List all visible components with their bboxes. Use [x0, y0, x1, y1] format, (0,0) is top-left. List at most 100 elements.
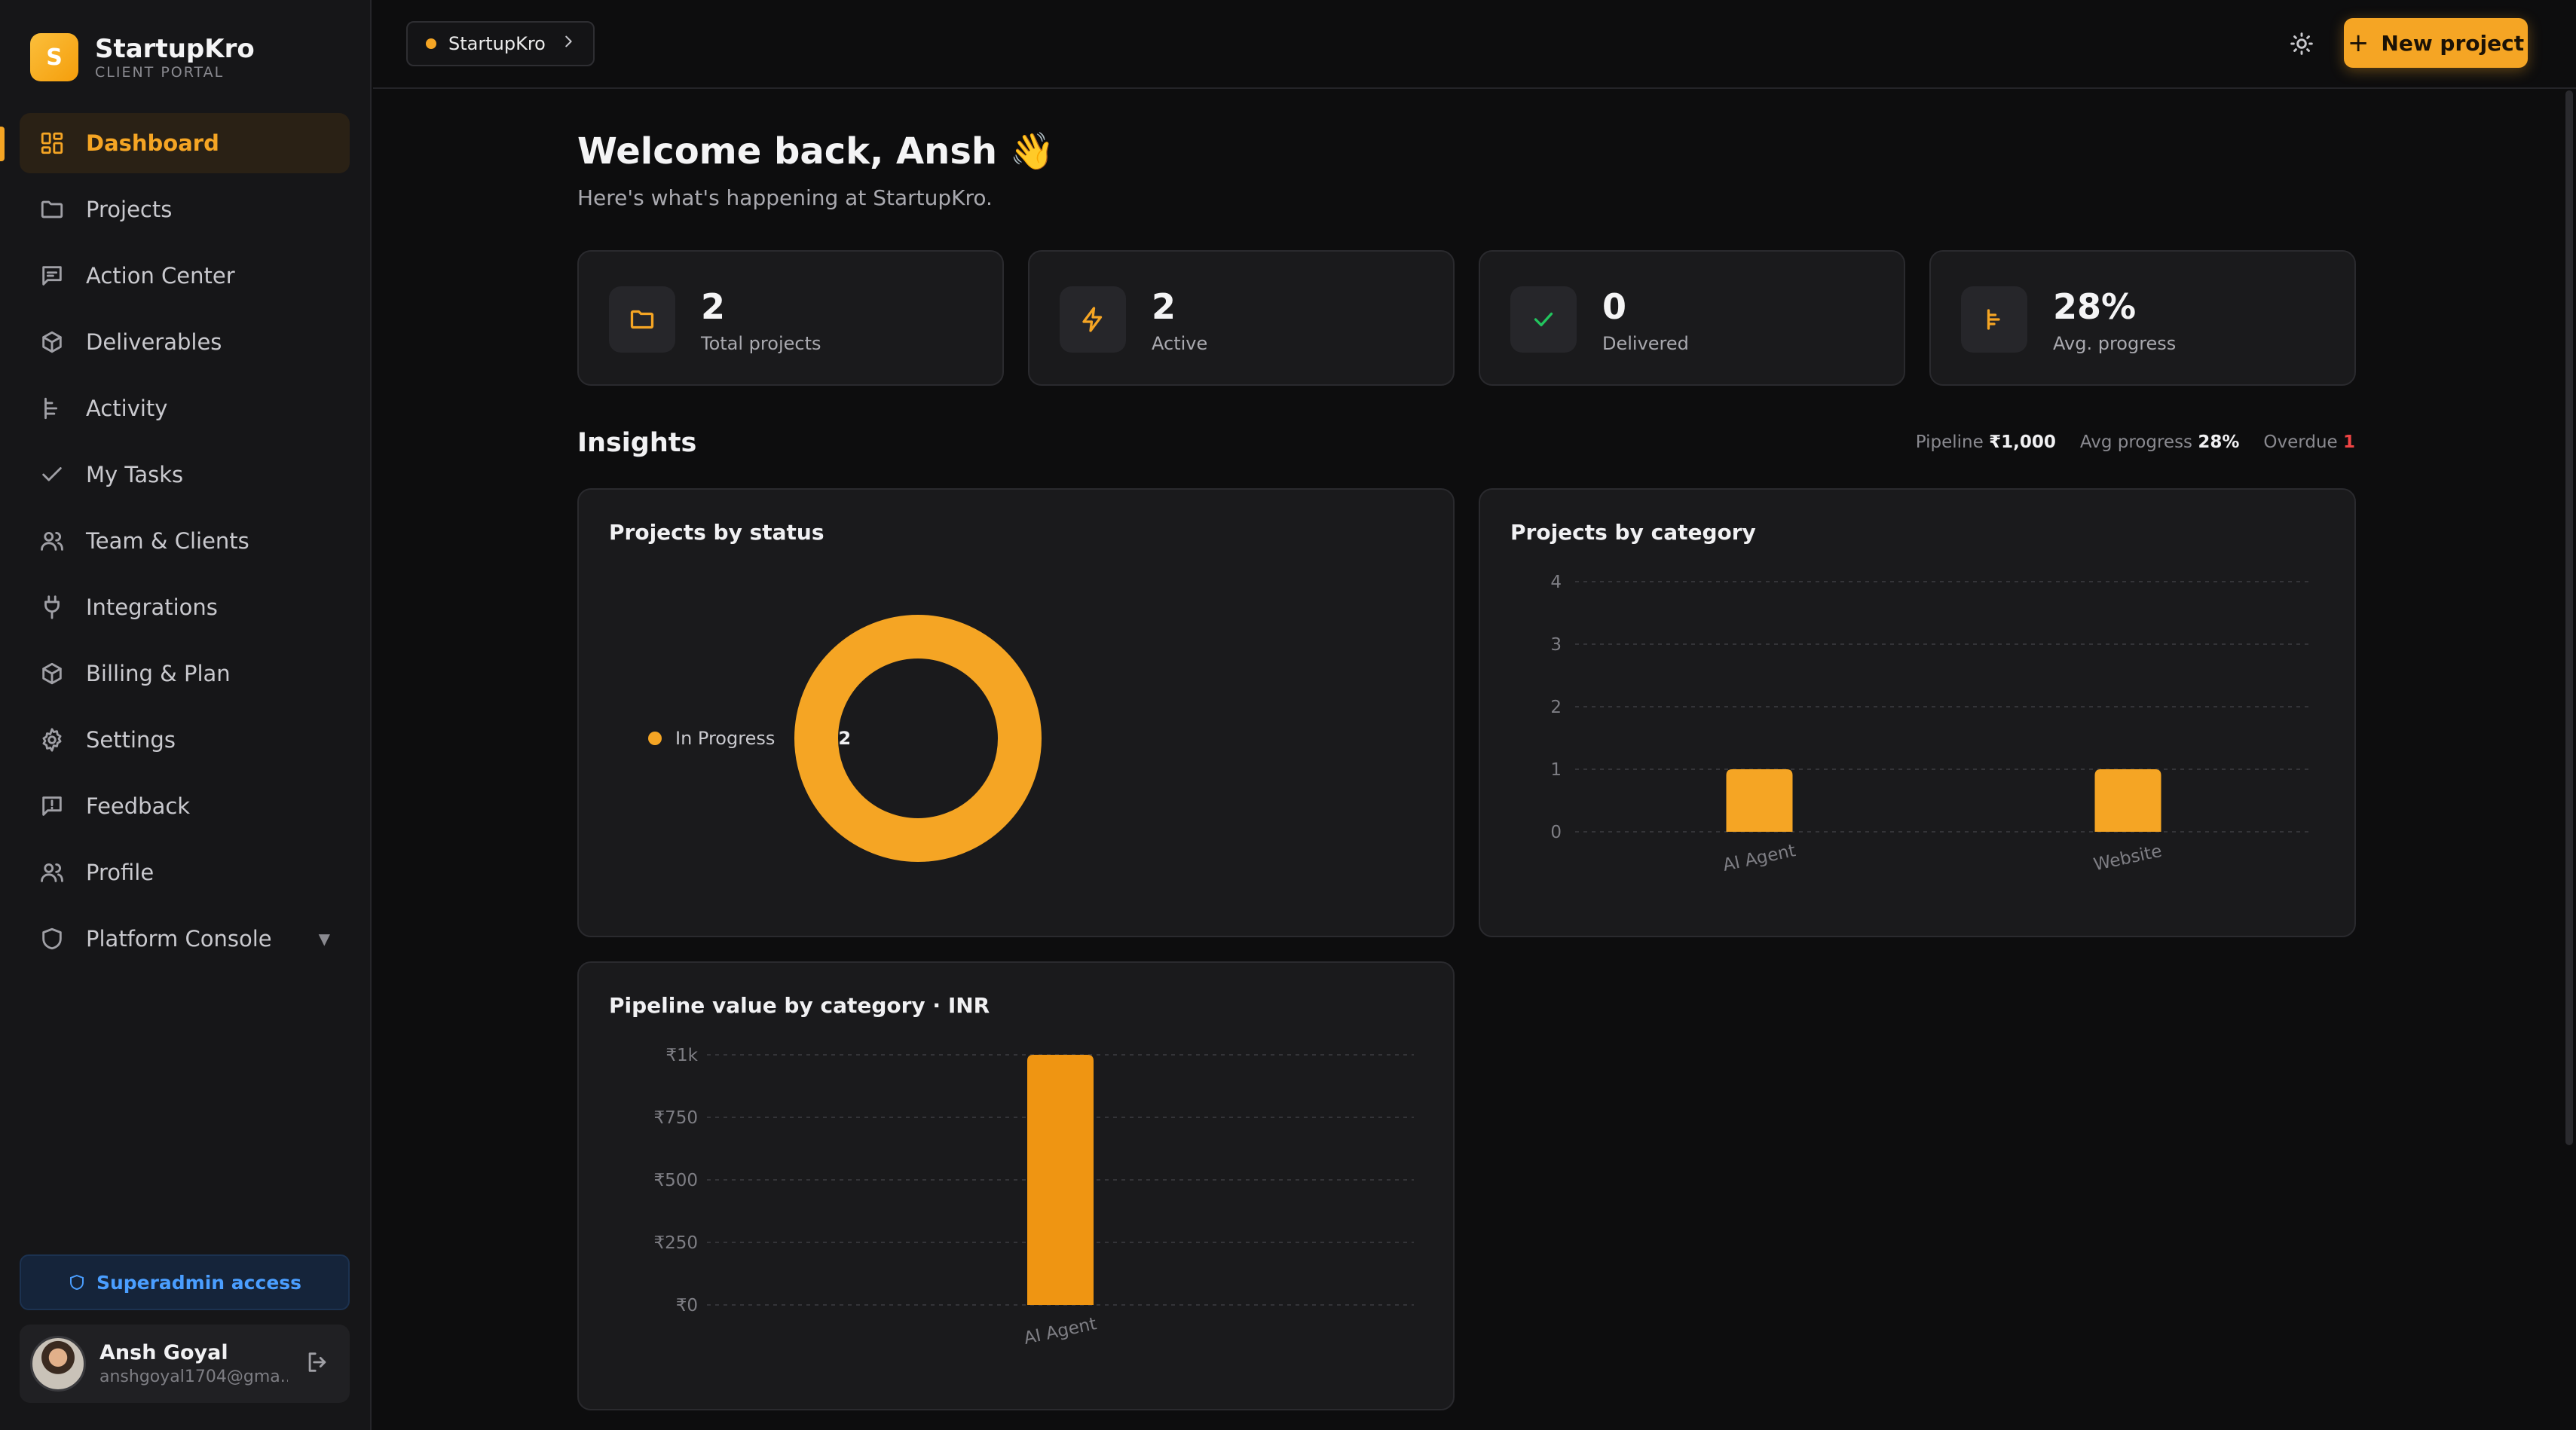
y-tick-label: ₹1k — [665, 1046, 698, 1065]
sidebar-item-billing-plan[interactable]: Billing & Plan — [20, 643, 350, 704]
page-subtitle: Here's what's happening at StartupKro. — [577, 185, 993, 210]
bar[interactable] — [1027, 1055, 1094, 1305]
plus-icon: + — [2347, 28, 2369, 58]
scrollbar[interactable] — [2565, 90, 2573, 1145]
stat-label: Total projects — [701, 333, 821, 354]
sidebar-item-label: Platform Console — [86, 926, 272, 952]
pipeline-value-card: Pipeline value by category · INR ₹0 ₹250 ₹… — [577, 961, 1455, 1410]
stat-label: Avg. progress — [2053, 333, 2177, 354]
stat-value: 2 — [1152, 286, 1176, 327]
y-tick-label: 4 — [1550, 573, 1562, 592]
stat-card-avg-progress[interactable]: 28% Avg. progress — [1929, 250, 2356, 386]
stat-label: Active — [1152, 333, 1208, 354]
sidebar-nav: Dashboard Projects Action Center Deliver… — [20, 113, 350, 975]
user-card[interactable]: Ansh Goyal anshgoyal1704@gma... — [20, 1325, 350, 1403]
insights-title: Insights — [577, 428, 697, 458]
projects-by-category-card: Projects by category 0 1 2 3 4 AI Agent Websit… — [1479, 488, 2356, 937]
sidebar-item-team-clients[interactable]: Team & Clients — [20, 511, 350, 571]
users-icon — [38, 858, 66, 887]
sidebar-item-activity[interactable]: Activity — [20, 378, 350, 438]
stat-card-active[interactable]: 2 Active — [1028, 250, 1455, 386]
package-icon — [38, 659, 66, 688]
sidebar-item-platform-console[interactable]: Platform Console ▼ — [20, 909, 350, 969]
sidebar-item-label: Integrations — [86, 594, 218, 620]
folder-icon — [38, 195, 66, 224]
sidebar-item-deliverables[interactable]: Deliverables — [20, 312, 350, 372]
pipeline-bar-chart: ₹0 ₹250 ₹500 ₹750 ₹1k AI Agent — [653, 1046, 1414, 1349]
x-tick-label: Website — [2092, 842, 2164, 875]
user-email: anshgoyal1704@gma... — [99, 1367, 288, 1386]
brand-subtitle: CLIENT PORTAL — [95, 64, 225, 81]
sidebar-item-label: Feedback — [86, 793, 191, 819]
lightning-icon — [1060, 286, 1126, 353]
chevron-down-icon[interactable]: ▼ — [318, 930, 330, 948]
package-icon — [38, 328, 66, 356]
gear-icon — [38, 726, 66, 754]
sidebar-item-settings[interactable]: Settings — [20, 710, 350, 770]
sidebar-item-my-tasks[interactable]: My Tasks — [20, 445, 350, 505]
avg-progress-value: 28% — [2198, 432, 2240, 452]
sidebar-item-dashboard[interactable]: Dashboard — [20, 113, 350, 173]
brand-logo: S — [30, 33, 78, 81]
brand[interactable]: S StartupKro CLIENT PORTAL — [30, 33, 255, 81]
user-name: Ansh Goyal — [99, 1341, 228, 1364]
sidebar-item-profile[interactable]: Profile — [20, 842, 350, 903]
sidebar-item-label: Dashboard — [86, 130, 219, 156]
avatar[interactable] — [30, 1336, 86, 1392]
stat-value: 0 — [1602, 286, 1627, 327]
overdue-value: 1 — [2342, 432, 2355, 452]
sidebar-item-label: My Tasks — [86, 462, 184, 487]
stat-card-delivered[interactable]: 0 Delivered — [1479, 250, 1905, 386]
sidebar-item-label: Billing & Plan — [86, 661, 231, 686]
sidebar-item-label: Team & Clients — [86, 528, 249, 554]
sidebar-item-label: Action Center — [86, 263, 235, 289]
check-icon — [38, 460, 66, 489]
sidebar-item-feedback[interactable]: Feedback — [20, 776, 350, 836]
activity-tree-icon — [38, 394, 66, 423]
workspace-name: StartupKro — [448, 33, 546, 54]
folder-icon — [609, 286, 675, 353]
bar[interactable] — [2094, 769, 2161, 832]
y-tick-label: ₹500 — [653, 1171, 698, 1190]
y-tick-label: 2 — [1550, 698, 1562, 717]
sidebar-item-action-center[interactable]: Action Center — [20, 246, 350, 306]
stat-label: Delivered — [1602, 333, 1689, 354]
pipeline-value: ₹1,000 — [1989, 432, 2056, 452]
workspace-switcher[interactable]: StartupKro — [406, 21, 595, 66]
legend-label: In Progress — [675, 728, 776, 749]
new-project-button[interactable]: + New project — [2344, 18, 2528, 68]
sidebar-item-projects[interactable]: Projects — [20, 179, 350, 240]
sidebar-item-label: Activity — [86, 396, 168, 421]
page-title: Welcome back, Ansh 👋 — [577, 130, 1055, 173]
bar[interactable] — [1726, 769, 1793, 832]
legend-value: 2 — [838, 728, 852, 749]
sidebar-item-label: Deliverables — [86, 329, 222, 355]
y-tick-label: 3 — [1550, 635, 1562, 655]
x-tick-label: AI Agent — [1022, 1314, 1098, 1349]
card-title: Projects by status — [609, 520, 825, 545]
stat-value: 2 — [701, 286, 726, 327]
workspace-status-dot — [426, 38, 436, 49]
superadmin-access-button[interactable]: Superadmin access — [20, 1254, 350, 1310]
card-title: Projects by category — [1510, 520, 1756, 545]
users-icon — [38, 527, 66, 555]
active-indicator — [0, 127, 5, 161]
sidebar-item-integrations[interactable]: Integrations — [20, 577, 350, 637]
y-tick-label: ₹0 — [676, 1296, 698, 1315]
sidebar-item-label: Settings — [86, 727, 176, 753]
overdue-label: Overdue — [2263, 432, 2338, 452]
sun-theme-icon[interactable] — [2282, 24, 2321, 63]
donut-legend[interactable]: In Progress 2 — [648, 728, 851, 749]
logout-icon[interactable] — [304, 1349, 330, 1378]
stat-card-total-projects[interactable]: 2 Total projects — [577, 250, 1004, 386]
message-alert-icon — [38, 792, 66, 820]
y-tick-label: 1 — [1550, 760, 1562, 780]
shield-icon — [38, 924, 66, 953]
superadmin-label: Superadmin access — [96, 1271, 302, 1294]
donut-slice[interactable] — [794, 615, 1042, 862]
dashboard-grid-icon — [38, 129, 66, 157]
y-tick-label: ₹750 — [653, 1108, 698, 1128]
topbar: StartupKro + New project — [373, 0, 2576, 89]
sidebar: S StartupKro CLIENT PORTAL Dashboard Pro… — [0, 0, 372, 1430]
sidebar-item-label: Profile — [86, 860, 154, 885]
